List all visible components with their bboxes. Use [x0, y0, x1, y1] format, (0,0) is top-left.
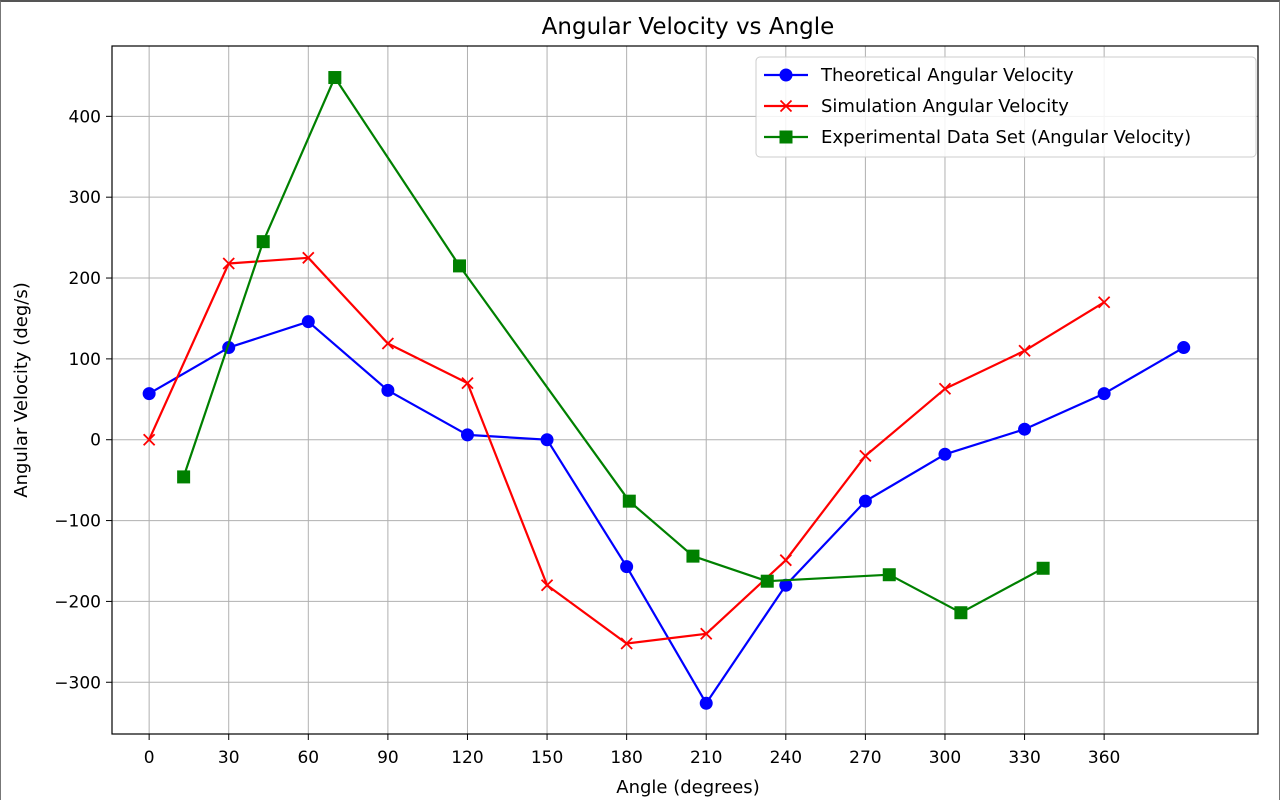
legend-item: Theoretical Angular Velocity — [764, 65, 1074, 86]
legend-marker — [779, 99, 793, 113]
chart-title: Angular Velocity vs Angle — [542, 14, 835, 40]
data-point — [177, 470, 191, 484]
data-point — [700, 627, 713, 640]
x-marker-stroke — [461, 376, 474, 390]
legend-item: Simulation Angular Velocity — [764, 96, 1069, 117]
x-tick-label: 180 — [610, 748, 642, 768]
series-line — [148, 320, 1185, 705]
data-point — [328, 71, 342, 85]
data-point — [938, 382, 952, 395]
x-tick-label: 0 — [144, 748, 155, 768]
data-point — [882, 568, 896, 582]
data-point — [381, 337, 395, 350]
x-tick-label: 60 — [297, 748, 319, 768]
x-tick-label: 90 — [377, 748, 399, 768]
data-point — [540, 579, 554, 592]
data-point — [222, 257, 235, 270]
data-point — [859, 449, 872, 463]
data-point — [686, 549, 700, 563]
x-marker-stroke — [620, 637, 633, 650]
series-line — [182, 76, 1044, 614]
data-point — [954, 606, 968, 620]
data-point — [453, 259, 467, 273]
x-marker-stroke — [1018, 344, 1031, 357]
x-marker-stroke — [540, 579, 554, 592]
data-point — [620, 560, 634, 574]
series-2 — [143, 251, 1111, 650]
x-axis-label: Angle (degrees) — [616, 777, 759, 798]
x-marker-stroke — [143, 433, 156, 446]
x-tick-label: 360 — [1088, 748, 1120, 768]
data-point — [302, 251, 315, 264]
x-tick-label: 330 — [1008, 748, 1040, 768]
series-layer — [142, 71, 1191, 710]
data-point — [301, 315, 315, 329]
data-point — [760, 574, 774, 588]
y-tick-label: −100 — [54, 512, 101, 532]
x-tick-label: 30 — [218, 748, 240, 768]
legend-item: Experimental Data Set (Angular Velocity) — [764, 127, 1191, 148]
data-point — [620, 637, 633, 650]
axis-ticks: 0 30 60 90 120 150 180 210 240 270 300 330 360 −300 −2… — [54, 107, 1120, 768]
x-marker-stroke — [700, 627, 713, 640]
data-point — [142, 387, 156, 401]
x-tick-label: 150 — [531, 748, 563, 768]
series-3 — [177, 71, 1050, 620]
series-1 — [142, 315, 1191, 710]
data-point — [460, 428, 474, 442]
y-tick-label: −200 — [54, 592, 101, 612]
legend-box — [755, 56, 1257, 158]
data-point — [858, 494, 872, 508]
data-point — [1097, 387, 1111, 401]
data-point — [1177, 341, 1191, 355]
data-point — [1036, 561, 1050, 575]
y-tick-label: 100 — [69, 350, 101, 370]
x-marker-stroke — [222, 257, 235, 270]
x-marker-stroke — [859, 449, 872, 463]
legend-marker — [779, 68, 793, 82]
x-tick-label: 210 — [690, 748, 722, 768]
legend-label: Simulation Angular Velocity — [821, 96, 1069, 117]
x-marker-stroke — [938, 382, 952, 395]
data-point — [779, 554, 792, 567]
y-tick-label: 0 — [90, 431, 101, 451]
data-point — [699, 696, 713, 710]
x-marker-stroke — [779, 99, 793, 113]
data-point — [540, 433, 554, 447]
data-point — [938, 447, 952, 461]
x-marker-stroke — [779, 554, 792, 567]
legend-label: Experimental Data Set (Angular Velocity) — [821, 127, 1191, 148]
data-point — [1018, 422, 1032, 436]
legend: Theoretical Angular Velocity Simulation A… — [755, 56, 1257, 158]
plot-area — [111, 45, 1259, 735]
x-marker-stroke — [381, 337, 395, 350]
x-tick-label: 120 — [451, 748, 483, 768]
legend-marker — [779, 130, 793, 144]
y-tick-label: 400 — [69, 107, 101, 127]
y-tick-label: −300 — [54, 673, 101, 693]
x-marker-stroke — [302, 251, 315, 264]
x-tick-label: 270 — [849, 748, 881, 768]
data-point — [461, 376, 474, 390]
legend-label: Theoretical Angular Velocity — [820, 65, 1074, 86]
x-tick-label: 300 — [929, 748, 961, 768]
x-tick-label: 240 — [770, 748, 802, 768]
data-point — [1018, 344, 1031, 357]
data-point — [622, 494, 636, 508]
data-point — [143, 433, 156, 446]
data-point — [256, 235, 270, 249]
y-axis-label: Angular Velocity (deg/s) — [11, 282, 32, 497]
y-tick-label: 300 — [69, 188, 101, 208]
data-point — [1098, 296, 1111, 309]
x-marker-stroke — [1098, 296, 1111, 309]
y-tick-label: 200 — [69, 269, 101, 289]
data-point — [381, 383, 395, 397]
